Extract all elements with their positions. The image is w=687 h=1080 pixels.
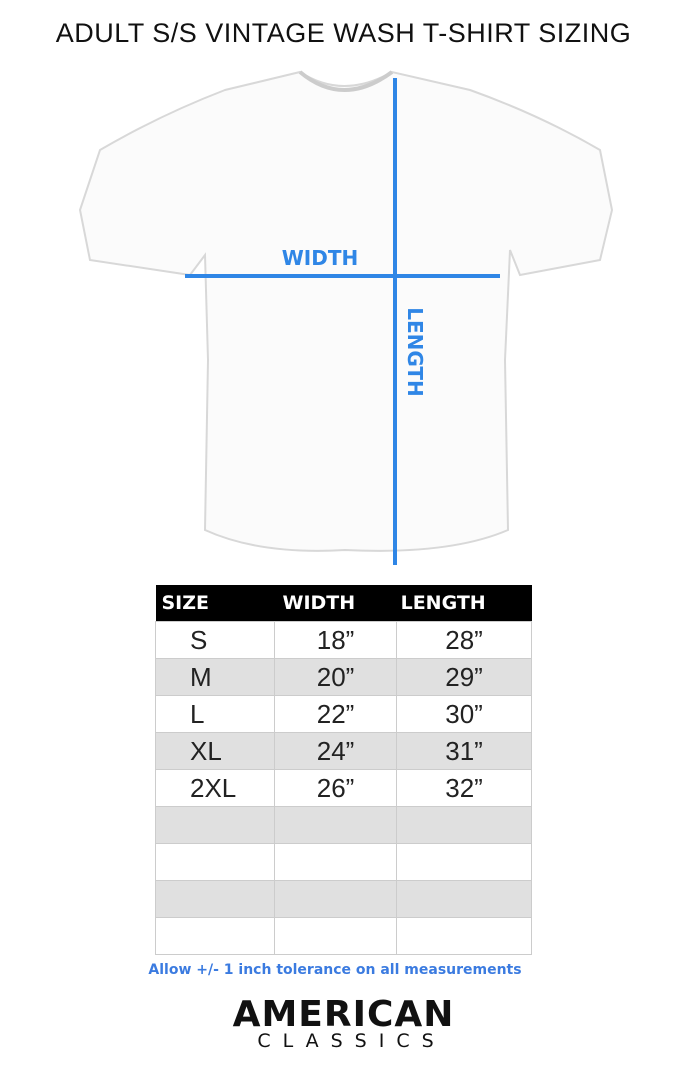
width-cell: 20”	[273, 658, 398, 696]
table-row: M 20” 29”	[155, 658, 532, 696]
table-row	[155, 917, 532, 955]
width-cell: 24”	[273, 732, 398, 770]
length-label: LENGTH	[403, 307, 427, 397]
length-cell: 30”	[396, 695, 532, 733]
brand-logo-line1: AMERICAN	[232, 994, 455, 1035]
table-row: S 18” 28”	[155, 621, 532, 659]
width-cell	[273, 917, 398, 955]
length-cell	[396, 880, 532, 918]
length-cell	[396, 843, 532, 881]
width-cell: 22”	[273, 695, 398, 733]
tolerance-note: Allow +/- 1 inch tolerance on all measur…	[148, 962, 522, 978]
length-cell	[396, 917, 532, 955]
page-title: ADULT S/S VINTAGE WASH T-SHIRT SIZING	[55, 18, 632, 48]
size-cell	[155, 806, 275, 844]
width-label: WIDTH	[281, 246, 359, 270]
width-cell	[273, 880, 398, 918]
size-cell: XL	[155, 732, 275, 770]
table-row	[155, 843, 532, 881]
length-cell	[396, 806, 532, 844]
table-row	[155, 806, 532, 844]
size-cell: 2XL	[155, 769, 275, 807]
size-cell: L	[155, 695, 275, 733]
length-cell: 28”	[396, 621, 532, 659]
brand-logo-line2: CLASSICS	[257, 1030, 446, 1052]
size-cell	[155, 917, 275, 955]
table-row: L 22” 30”	[155, 695, 532, 733]
length-cell: 29”	[396, 658, 532, 696]
size-cell	[155, 880, 275, 918]
table-row: 2XL 26” 32”	[155, 769, 532, 807]
width-cell: 18”	[273, 621, 398, 659]
table-row: XL 24” 31”	[155, 732, 532, 770]
size-cell	[155, 843, 275, 881]
tshirt-shape	[78, 70, 614, 552]
size-cell: S	[155, 621, 275, 659]
size-cell: M	[155, 658, 275, 696]
width-cell: 26”	[273, 769, 398, 807]
width-cell	[273, 843, 398, 881]
tshirt-diagram	[78, 70, 614, 565]
width-cell	[273, 806, 398, 844]
header-width: WIDTH	[274, 585, 397, 622]
header-length: LENGTH	[396, 585, 532, 622]
length-cell: 32”	[396, 769, 532, 807]
length-cell: 31”	[396, 732, 532, 770]
table-row	[155, 880, 532, 918]
size-chart-table: SIZE WIDTH LENGTH S 18” 28” M 20” 29” L 22” 30” X…	[155, 585, 532, 955]
header-size: SIZE	[155, 585, 275, 622]
